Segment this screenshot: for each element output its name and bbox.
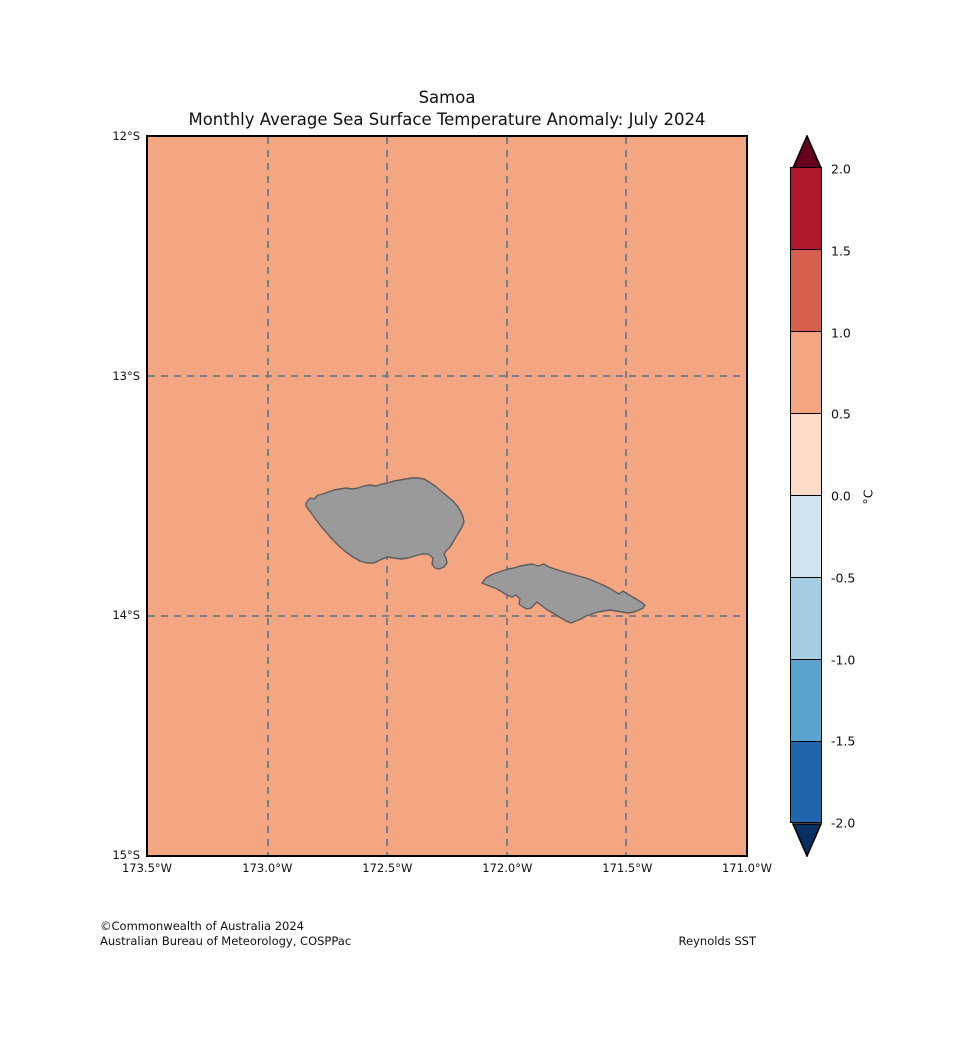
cbar-tick-1.0: 1.0 (831, 325, 851, 340)
footer-copyright: ©Commonwealth of Australia 2024 (100, 919, 305, 933)
ytick-15S: 15°S (112, 848, 140, 862)
colorbar-seg-1.0-1.5 (791, 250, 822, 333)
colorbar-seg--2.0--1.5 (791, 741, 822, 823)
island-upolu-shape (481, 563, 646, 624)
colorbar-under-arrow (792, 823, 822, 857)
cbar-tick-0.5: 0.5 (831, 406, 851, 422)
xtick-172.5W: 172.5°W (362, 861, 413, 875)
ytick-14S: 14°S (112, 608, 140, 622)
ytick-12S: 12°S (112, 129, 140, 143)
cbar-tick-1.5: 1.5 (831, 243, 851, 259)
cbar-tick--2.0: -2.0 (831, 815, 856, 831)
cbar-tick--0.5: -0.5 (831, 570, 856, 586)
colorbar (790, 167, 823, 824)
cbar-tick-2.0: 2.0 (831, 161, 851, 177)
cbar-tick--1.5: -1.5 (831, 733, 856, 749)
colorbar-over-arrow (792, 135, 822, 169)
footer-organisation: Australian Bureau of Meteorology, COSPPa… (100, 934, 352, 948)
gridline-14S (148, 614, 746, 617)
colorbar-seg-0.5-1.0 (791, 332, 822, 415)
figure-title: Samoa (418, 88, 476, 107)
footer-data-source: Reynolds SST (678, 934, 756, 948)
islands-layer (305, 477, 646, 624)
xtick-173.0W: 173.0°W (242, 861, 293, 875)
cbar-tick--1.0: -1.0 (831, 652, 856, 667)
colorbar-seg-1.5-2.0 (791, 168, 822, 251)
colorbar-seg-0.0-0.5 (791, 414, 822, 496)
figure-subtitle: Monthly Average Sea Surface Temperature … (188, 110, 706, 129)
gridline-13S (148, 375, 746, 378)
map-panel (146, 135, 748, 857)
xtick-173.5W: 173.5°W (121, 861, 173, 875)
gridline-173.0W (266, 137, 269, 855)
xtick-172.0W: 172.0°W (482, 861, 533, 875)
colorbar-seg--1.0--0.5 (791, 577, 822, 660)
island-savaii-shape (305, 477, 465, 570)
xtick-171.0W: 171.0°W (721, 861, 773, 875)
colorbar-seg--0.5-0.0 (791, 495, 822, 578)
gridline-172.0W (505, 137, 508, 855)
footer-credits: ©Commonwealth of Australia 2024 Australi… (100, 919, 351, 949)
cbar-tick-0.0: 0.0 (831, 488, 851, 504)
colorbar-unit-label: °C (860, 489, 876, 505)
ytick-13S: 13°S (112, 368, 140, 383)
gridline-171.5W (625, 137, 628, 855)
colorbar-seg--1.5--1.0 (791, 659, 822, 742)
xtick-171.5W: 171.5°W (602, 861, 653, 875)
